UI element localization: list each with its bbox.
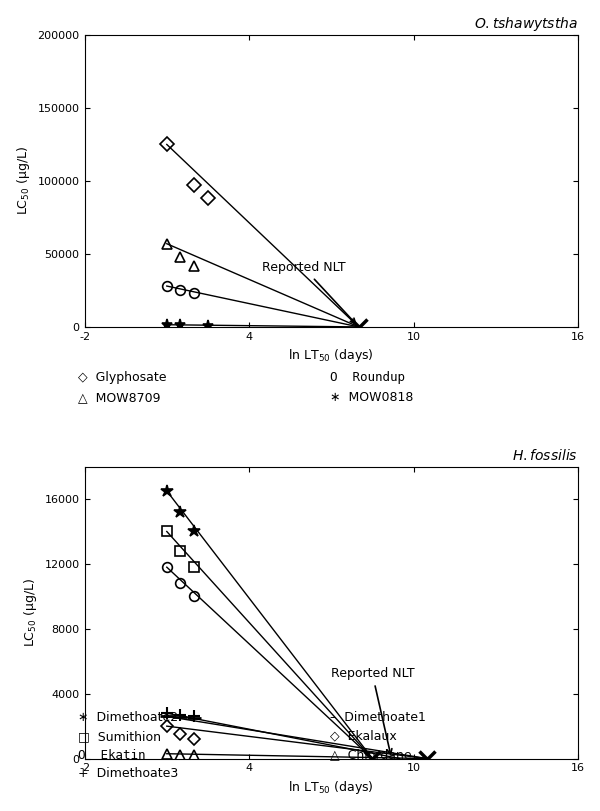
Text: Reported NLT: Reported NLT	[262, 261, 356, 324]
Text: ◇  Glyphosate: ◇ Glyphosate	[78, 371, 167, 384]
X-axis label: ln LT$_{50}$ (days): ln LT$_{50}$ (days)	[289, 779, 374, 796]
Text: △  Chlordane: △ Chlordane	[330, 749, 412, 762]
Text: Reported NLT: Reported NLT	[331, 667, 414, 754]
Y-axis label: LC$_{50}$ (μg/L): LC$_{50}$ (μg/L)	[22, 578, 39, 647]
Text: O  Ekatin: O Ekatin	[78, 749, 146, 762]
Text: □  Sumithion: □ Sumithion	[78, 730, 161, 743]
Text: $O. tshawytstha$: $O. tshawytstha$	[474, 15, 578, 33]
Text: ◇  Ekalaux: ◇ Ekalaux	[330, 730, 397, 743]
Text: ∗  MOW0818: ∗ MOW0818	[330, 391, 413, 404]
Text: $H. fossilis$: $H. fossilis$	[512, 448, 578, 462]
Text: O  Roundup: O Roundup	[330, 371, 405, 384]
Text: ∗  Dimethoate2: ∗ Dimethoate2	[78, 711, 178, 724]
Text: △  MOW8709: △ MOW8709	[78, 391, 161, 404]
Y-axis label: LC$_{50}$ (μg/L): LC$_{50}$ (μg/L)	[15, 147, 32, 216]
Text: –  Dimethoate1: – Dimethoate1	[330, 711, 426, 724]
Text: +  Dimethoate3: + Dimethoate3	[78, 767, 178, 780]
X-axis label: ln LT$_{50}$ (days): ln LT$_{50}$ (days)	[289, 347, 374, 364]
